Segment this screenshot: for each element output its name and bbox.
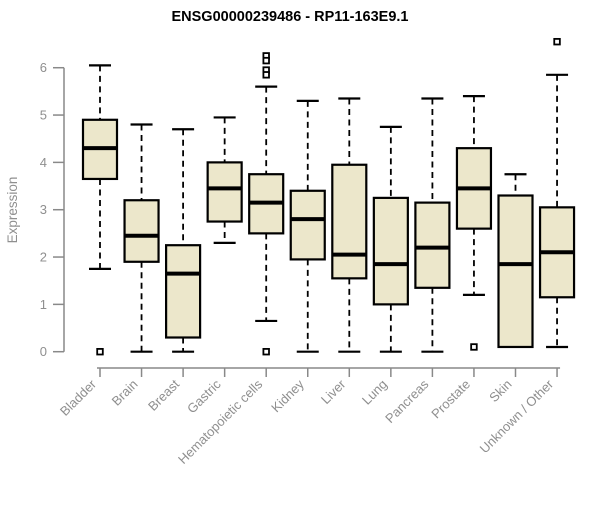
x-category-label: Unknown / Other [477,376,557,456]
box [414,201,451,289]
x-category-label: Brain [109,377,141,409]
outlier-point [96,347,104,356]
box [123,199,160,263]
chart-title: ENSG00000239486 - RP11-163E9.1 [171,9,408,25]
x-category-label: Kidney [268,376,307,415]
y-axis-label: Expression [5,177,20,244]
x-category-label: Prostate [428,377,473,422]
box [331,163,368,280]
y-tick-label: 6 [40,60,47,75]
x-category-label: Skin [486,377,514,405]
x-category-label: Breast [145,376,182,413]
outlier-point [262,56,270,65]
x-category-label: Liver [318,376,349,407]
box [289,189,326,261]
x-category-label: Bladder [57,376,100,419]
y-tick-label: 1 [40,297,47,312]
box [165,244,202,339]
outlier-point [262,71,270,79]
box [497,194,534,349]
y-tick-label: 0 [40,344,47,359]
outlier-point [262,347,270,356]
y-tick-label: 5 [40,108,47,123]
box [372,196,409,306]
outlier-point [470,343,478,351]
outlier-point [553,37,561,46]
x-category-label: Gastric [184,376,224,416]
x-category-label: Lung [359,377,390,408]
x-category-label: Pancreas [382,376,432,426]
y-tick-label: 3 [40,202,47,217]
y-tick-label: 4 [40,155,47,170]
box [206,161,243,223]
y-tick-label: 2 [40,250,47,265]
